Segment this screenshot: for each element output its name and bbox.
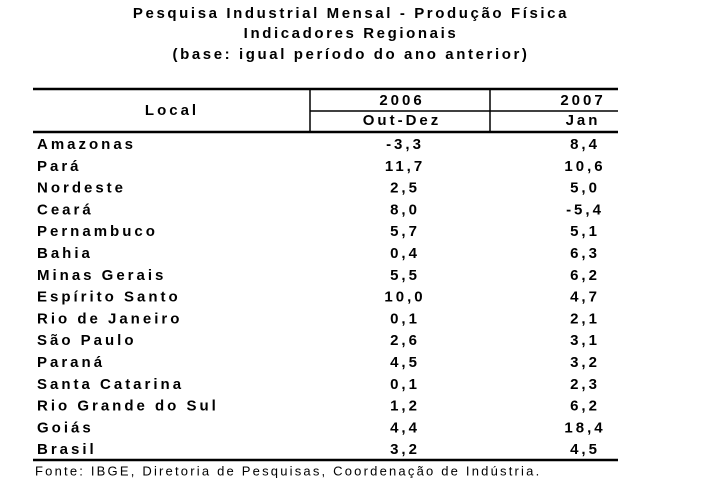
value-2007: 6,2 [570,398,600,415]
value-2007: 4,7 [570,289,600,306]
value-2006: 2,6 [390,332,420,349]
value-2006: 11,7 [385,158,425,175]
title: (base: igual período do ano anterior) [172,46,529,63]
region: Ceará [37,201,94,218]
region: Rio Grande do Sul [37,398,219,415]
value-2007: 3,2 [570,354,600,371]
title: Pesquisa Industrial Mensal - Produção Fí… [133,5,569,22]
value-2006: 4,5 [390,354,420,371]
header-year: 2006 [379,92,424,109]
value-2006: 0,4 [390,245,420,262]
region: Rio de Janeiro [37,310,182,327]
region: Espírito Santo [37,289,181,306]
header-period: Out-Dez [363,112,442,129]
value-2007: 3,1 [570,332,600,349]
region: Santa Catarina [37,376,184,393]
value-2006: 5,5 [390,267,420,284]
value-2007: 6,2 [570,267,600,284]
region: São Paulo [37,332,137,349]
region: Nordeste [37,180,126,197]
value-2007: 8,4 [570,136,600,153]
value-2007: 5,0 [570,180,600,197]
title: Indicadores Regionais [244,25,459,42]
region: Goiás [37,419,94,436]
region: Brasil [37,441,97,458]
value-2006: 1,2 [390,398,420,415]
value-2007: 4,5 [570,441,600,458]
value-2006: 5,7 [390,223,420,240]
source: Fonte: IBGE, Diretoria de Pesquisas, Coo… [35,463,541,478]
value-2006: 0,1 [390,310,420,327]
value-2006: 10,0 [384,289,425,306]
value-2006: 4,4 [390,419,420,436]
header-local: Local [145,102,199,119]
region: Amazonas [37,136,136,153]
value-2006: -3,3 [386,136,424,153]
value-2006: 3,2 [390,441,420,458]
table-body: Amazonas -3,3 8,4 Pará 11,7 10,6 Nordeste 2,5 5,… [37,136,605,458]
value-2007: 18,4 [564,419,605,436]
value-2007: 2,3 [570,376,600,393]
region: Pernambuco [37,223,158,240]
value-2007: 2,1 [570,310,600,327]
header-year: 2007 [560,92,605,109]
header-period: Jan [566,112,601,129]
region: Minas Gerais [37,267,166,284]
region: Pará [37,158,82,175]
region: Paraná [37,354,105,371]
value-2006: 0,1 [390,376,420,393]
value-2007: 10,6 [564,158,605,175]
region: Bahia [37,245,93,262]
value-2007: 6,3 [570,245,600,262]
value-2006: 2,5 [390,180,420,197]
value-2007: 5,1 [570,223,600,240]
value-2006: 8,0 [390,201,420,218]
value-2007: -5,4 [566,201,604,218]
